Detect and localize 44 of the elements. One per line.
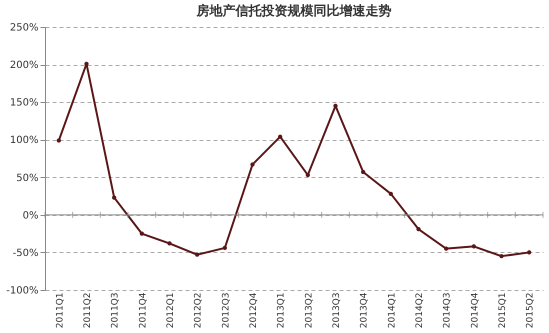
y-tick-label: 250% [10,22,38,34]
x-tick-label: 2011Q3 [110,292,121,328]
x-tick-label: 2012Q3 [221,292,232,328]
y-tick-label: 200% [10,60,38,72]
point [499,254,504,258]
x-tick-label: 2013Q4 [360,292,370,328]
point [527,250,532,255]
x-tick-label: 2011Q2 [83,292,93,328]
y-tick-label: 150% [10,98,38,109]
x-tick-label: 2013Q3 [332,292,342,328]
y-tick-label: 0% [22,210,38,222]
y-tick-label: -100% [6,286,38,296]
point [84,62,89,66]
point [195,252,200,257]
chart-title: 房地产信托投资规模同比增速走势 [196,3,392,19]
x-tick-label: 2014Q3 [442,292,453,328]
point [306,172,310,178]
point [167,241,172,246]
x-tick-label: 2011Q4 [138,292,148,328]
point [112,195,116,200]
y-tick-label: 50% [16,172,38,184]
y-tick-label: 100% [10,135,38,146]
x-tick-label: 2012Q4 [249,292,259,328]
x-tick-label: 2015Q2 [526,292,536,328]
y-tick-label: -50% [12,248,38,259]
point [416,227,421,232]
x-tick-label: 2011Q1 [55,292,66,328]
x-tick-label: 2013Q1 [276,292,287,328]
point [222,246,227,250]
point [140,232,144,236]
point [361,170,366,174]
point [250,162,255,167]
x-tick-label: 2012Q2 [194,292,204,328]
point [472,244,476,249]
x-tick-label: 2014Q2 [415,292,425,328]
point [388,192,393,196]
x-tick-label: 2015Q1 [498,292,508,328]
point [444,246,448,251]
point [56,138,61,143]
x-tick-label: 2013Q2 [304,292,314,328]
point [278,134,282,139]
x-tick-label: 2014Q1 [387,292,398,328]
x-tick-label: 2012Q1 [166,292,176,328]
x-tick-label: 2014Q4 [470,292,480,328]
